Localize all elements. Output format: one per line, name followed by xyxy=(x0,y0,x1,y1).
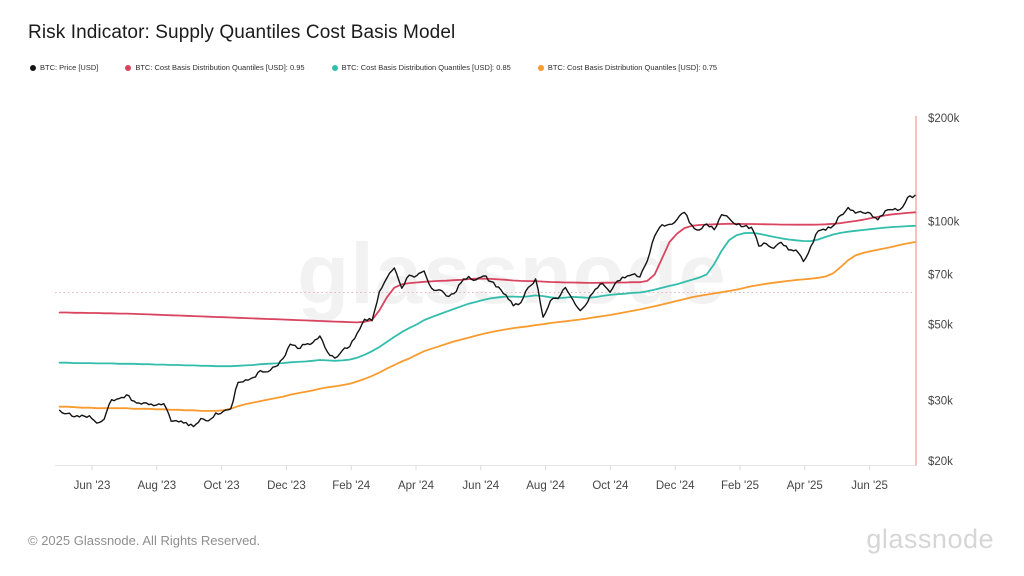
legend-item-q75[interactable]: BTC: Cost Basis Distribution Quantiles [… xyxy=(537,63,718,72)
legend-dot-q75 xyxy=(537,64,544,71)
legend-dot-price xyxy=(30,64,36,71)
quantile-085-line[interactable] xyxy=(58,224,916,368)
btc-price-line[interactable] xyxy=(58,194,916,428)
legend-label-q85: BTC: Cost Basis Distribution Quantiles [… xyxy=(341,63,511,72)
page-title: Risk Indicator: Supply Quantiles Cost Ba… xyxy=(28,22,456,43)
legend-item-q95[interactable]: BTC: Cost Basis Distribution Quantiles [… xyxy=(125,63,305,72)
x-tick-label: Jun '24 xyxy=(462,480,499,492)
legend-label-q95: BTC: Cost Basis Distribution Quantiles [… xyxy=(135,63,305,72)
x-tick-label: Dec '24 xyxy=(656,480,695,492)
legend-dot-q85 xyxy=(331,64,338,71)
quantile-075-line[interactable] xyxy=(58,241,916,412)
x-tick-label: Feb '25 xyxy=(721,480,759,492)
legend: BTC: Price [USD] BTC: Cost Basis Distribu… xyxy=(30,63,717,72)
x-tick-label: Jun '25 xyxy=(851,480,888,492)
x-tick-label: Aug '24 xyxy=(526,480,565,492)
y-tick-label: $50k xyxy=(928,320,953,332)
y-tick-label: $20k xyxy=(928,456,953,468)
legend-item-q85[interactable]: BTC: Cost Basis Distribution Quantiles [… xyxy=(331,63,511,72)
quantile-095-line[interactable] xyxy=(58,211,916,324)
y-tick-label: $100k xyxy=(928,216,960,228)
x-tick-label: Apr '25 xyxy=(787,480,823,492)
x-tick-label: Feb '24 xyxy=(332,480,371,492)
y-tick-label: $200k xyxy=(928,113,960,125)
y-tick-label: $30k xyxy=(928,396,953,408)
x-tick-label: Apr '24 xyxy=(398,480,435,492)
x-tick-label: Jun '23 xyxy=(74,480,111,492)
glassnode-logo: glassnode xyxy=(866,524,994,554)
legend-label-price: BTC: Price [USD] xyxy=(40,63,99,72)
x-tick-label: Aug '23 xyxy=(137,480,176,492)
x-tick-label: Oct '23 xyxy=(204,480,240,492)
x-tick-label: Oct '24 xyxy=(592,480,629,492)
copyright-text: © 2025 Glassnode. All Rights Reserved. xyxy=(28,533,261,548)
x-tick-label: Dec '23 xyxy=(267,480,306,492)
legend-dot-q95 xyxy=(125,64,132,71)
y-tick-label: $70k xyxy=(928,269,953,281)
legend-label-q75: BTC: Cost Basis Distribution Quantiles [… xyxy=(547,63,718,72)
legend-item-price[interactable]: BTC: Price [USD] xyxy=(30,63,98,72)
